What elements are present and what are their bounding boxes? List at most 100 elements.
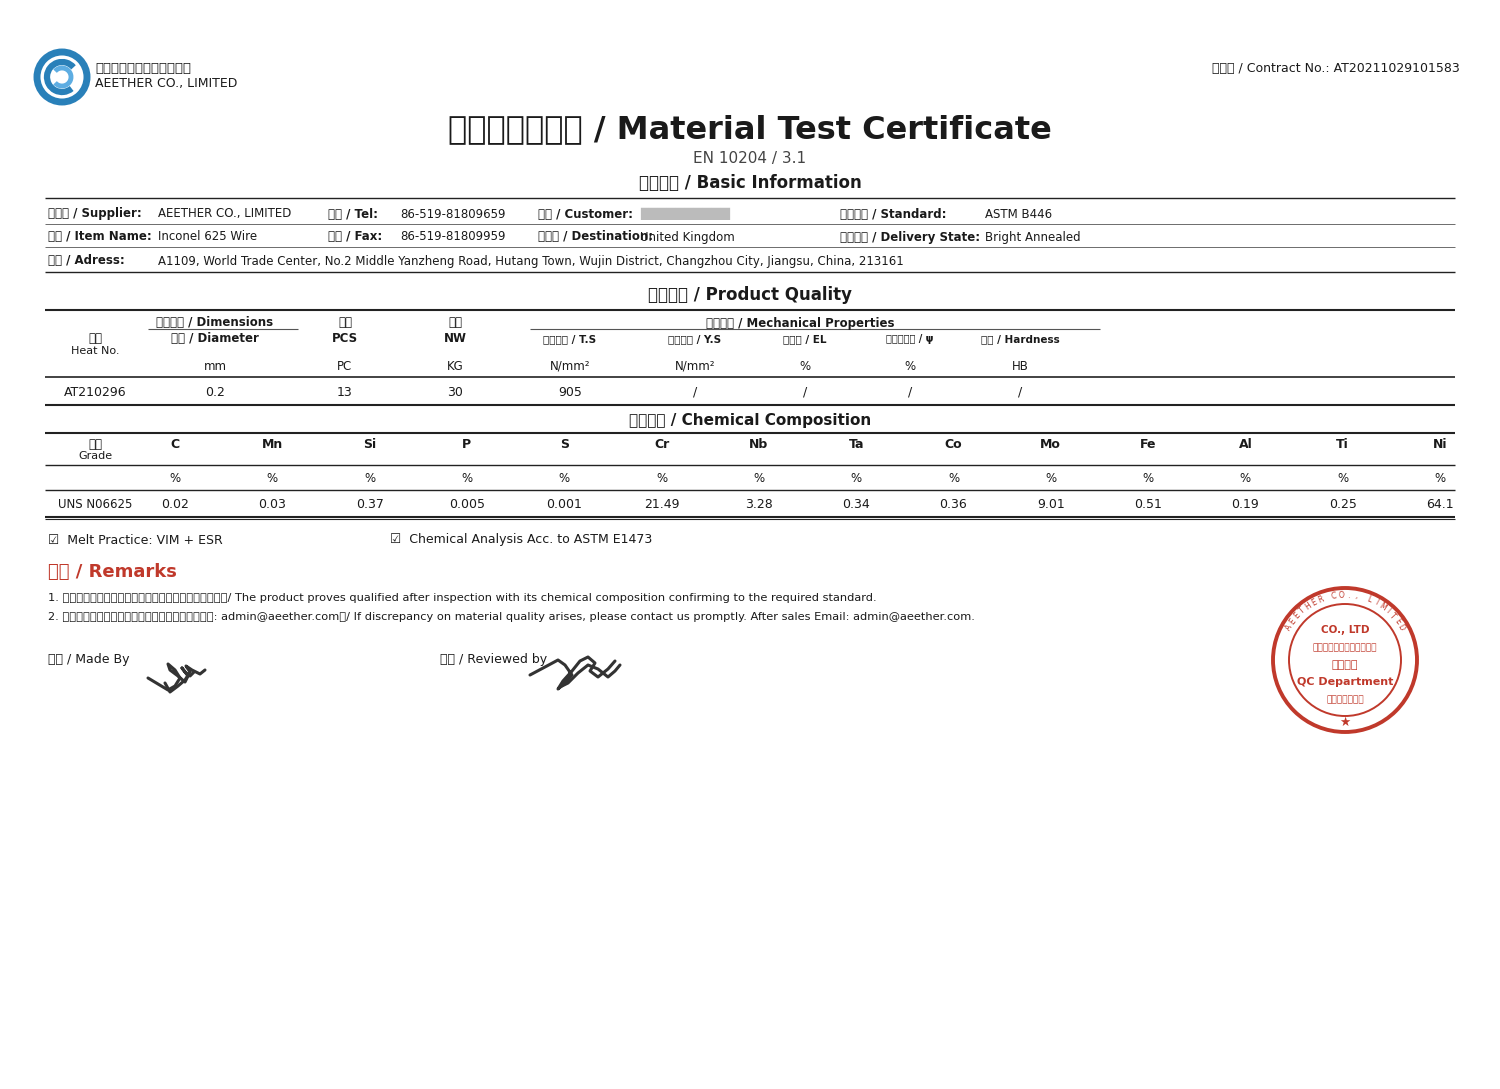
Text: 产品质量 / Product Quality: 产品质量 / Product Quality bbox=[648, 286, 852, 304]
Text: 产品 / Item Name:: 产品 / Item Name: bbox=[48, 231, 152, 244]
Text: %: % bbox=[656, 472, 668, 485]
Text: 基本信息 / Basic Information: 基本信息 / Basic Information bbox=[639, 174, 861, 192]
Text: ☑  Chemical Analysis Acc. to ASTM E1473: ☑ Chemical Analysis Acc. to ASTM E1473 bbox=[390, 534, 652, 547]
Text: Si: Si bbox=[363, 438, 376, 451]
Text: 伸长率 / EL: 伸长率 / EL bbox=[783, 334, 826, 344]
Text: /: / bbox=[908, 386, 912, 399]
Text: ██████████: ██████████ bbox=[640, 208, 730, 220]
Text: %: % bbox=[1336, 472, 1348, 485]
Text: C: C bbox=[171, 438, 180, 451]
Text: A: A bbox=[1284, 623, 1294, 632]
Text: 地址 / Adress:: 地址 / Adress: bbox=[48, 255, 124, 268]
Text: R: R bbox=[1317, 595, 1324, 605]
Text: 30: 30 bbox=[447, 386, 464, 399]
Text: S: S bbox=[560, 438, 568, 451]
Text: AEETHER CO., LIMITED: AEETHER CO., LIMITED bbox=[94, 77, 237, 90]
Text: Inconel 625 Wire: Inconel 625 Wire bbox=[158, 231, 256, 244]
Text: Nb: Nb bbox=[748, 438, 768, 451]
Text: %: % bbox=[558, 472, 570, 485]
Text: 传真 / Fax:: 传真 / Fax: bbox=[328, 231, 382, 244]
Text: 炉号: 炉号 bbox=[88, 332, 102, 345]
Text: C: C bbox=[1330, 591, 1338, 601]
Text: Co: Co bbox=[945, 438, 963, 451]
Text: 抗拉强度 / T.S: 抗拉强度 / T.S bbox=[543, 334, 597, 344]
Text: 断面收缩率 / ψ: 断面收缩率 / ψ bbox=[886, 334, 933, 344]
Text: E: E bbox=[1310, 598, 1318, 608]
Text: 合同号 / Contract No.: AT20211029101583: 合同号 / Contract No.: AT20211029101583 bbox=[1212, 61, 1460, 74]
Text: T: T bbox=[1298, 607, 1306, 616]
Text: 屈服强度 / Y.S: 屈服强度 / Y.S bbox=[669, 334, 722, 344]
Text: /: / bbox=[1019, 386, 1022, 399]
Text: United Kingdom: United Kingdom bbox=[640, 231, 735, 244]
Text: Ti: Ti bbox=[1336, 438, 1348, 451]
Text: %: % bbox=[800, 359, 810, 372]
Text: Mn: Mn bbox=[261, 438, 284, 451]
Text: UNS N06625: UNS N06625 bbox=[58, 498, 132, 511]
Text: %: % bbox=[364, 472, 375, 485]
Text: 交货状态 / Delivery State:: 交货状态 / Delivery State: bbox=[840, 231, 980, 244]
Text: CO., LTD: CO., LTD bbox=[1320, 625, 1370, 635]
Text: E: E bbox=[1293, 611, 1302, 621]
Text: %: % bbox=[267, 472, 278, 485]
Text: 江苏熠特合金材料有限公司: 江苏熠特合金材料有限公司 bbox=[94, 61, 190, 74]
Text: 牌号: 牌号 bbox=[88, 438, 102, 451]
Text: Ni: Ni bbox=[1432, 438, 1448, 451]
Text: Cr: Cr bbox=[654, 438, 669, 451]
Text: ,: , bbox=[1354, 591, 1358, 600]
Text: 64.1: 64.1 bbox=[1426, 498, 1454, 511]
Text: 0.03: 0.03 bbox=[258, 498, 286, 511]
Text: T: T bbox=[1388, 611, 1398, 621]
Text: 0.005: 0.005 bbox=[448, 498, 484, 511]
Text: 21.49: 21.49 bbox=[644, 498, 680, 511]
Text: %: % bbox=[170, 472, 180, 485]
Text: 目的地 / Destination:: 目的地 / Destination: bbox=[538, 231, 652, 244]
Text: 电话 / Tel:: 电话 / Tel: bbox=[328, 208, 378, 220]
Text: 0.001: 0.001 bbox=[546, 498, 582, 511]
Text: ASTM B446: ASTM B446 bbox=[986, 208, 1052, 220]
Text: D: D bbox=[1396, 623, 1407, 633]
Text: 检验部门: 检验部门 bbox=[1332, 660, 1359, 670]
Text: /: / bbox=[802, 386, 807, 399]
Text: 0.25: 0.25 bbox=[1329, 498, 1356, 511]
Text: %: % bbox=[1046, 472, 1056, 485]
Text: 客户 / Customer:: 客户 / Customer: bbox=[538, 208, 633, 220]
Text: %: % bbox=[462, 472, 472, 485]
Text: NW: NW bbox=[444, 332, 466, 345]
Text: M: M bbox=[1377, 601, 1388, 612]
Text: 0.37: 0.37 bbox=[356, 498, 384, 511]
Text: 产品尺寸 / Dimensions: 产品尺寸 / Dimensions bbox=[156, 317, 273, 330]
Text: Grade: Grade bbox=[78, 451, 112, 461]
Text: 编制 / Made By: 编制 / Made By bbox=[48, 653, 129, 666]
Text: N/mm²: N/mm² bbox=[549, 359, 590, 372]
Text: L: L bbox=[1366, 595, 1372, 604]
Text: E: E bbox=[1392, 617, 1402, 626]
Text: 净重: 净重 bbox=[448, 317, 462, 330]
Text: 3.28: 3.28 bbox=[746, 498, 772, 511]
Text: 0.2: 0.2 bbox=[206, 386, 225, 399]
Text: 技术标准 / Standard:: 技术标准 / Standard: bbox=[840, 208, 946, 220]
Text: AEETHER CO., LIMITED: AEETHER CO., LIMITED bbox=[158, 208, 291, 220]
Text: Al: Al bbox=[1239, 438, 1252, 451]
Text: E: E bbox=[1287, 617, 1298, 626]
Text: %: % bbox=[948, 472, 958, 485]
Text: 化学成分 / Chemical Composition: 化学成分 / Chemical Composition bbox=[628, 414, 872, 428]
Text: 0.02: 0.02 bbox=[160, 498, 189, 511]
Text: ★: ★ bbox=[1340, 715, 1350, 729]
Text: 0.36: 0.36 bbox=[939, 498, 968, 511]
Text: 13: 13 bbox=[338, 386, 352, 399]
Text: 0.51: 0.51 bbox=[1134, 498, 1162, 511]
Text: 9.01: 9.01 bbox=[1036, 498, 1065, 511]
Text: Ta: Ta bbox=[849, 438, 864, 451]
Text: EN 10204 / 3.1: EN 10204 / 3.1 bbox=[693, 150, 807, 166]
Text: PC: PC bbox=[338, 359, 352, 372]
Text: %: % bbox=[753, 472, 765, 485]
Text: /: / bbox=[693, 386, 698, 399]
Text: 件数: 件数 bbox=[338, 317, 352, 330]
Text: AT210296: AT210296 bbox=[63, 386, 126, 399]
Text: 审核 / Reviewed by: 审核 / Reviewed by bbox=[440, 653, 548, 666]
Text: 直径 / Diameter: 直径 / Diameter bbox=[171, 332, 260, 345]
Text: 备注 / Remarks: 备注 / Remarks bbox=[48, 563, 177, 582]
Text: 机械性能 / Mechanical Properties: 机械性能 / Mechanical Properties bbox=[705, 317, 894, 330]
Text: Bright Annealed: Bright Annealed bbox=[986, 231, 1080, 244]
Text: ☑  Melt Practice: VIM + ESR: ☑ Melt Practice: VIM + ESR bbox=[48, 534, 222, 547]
